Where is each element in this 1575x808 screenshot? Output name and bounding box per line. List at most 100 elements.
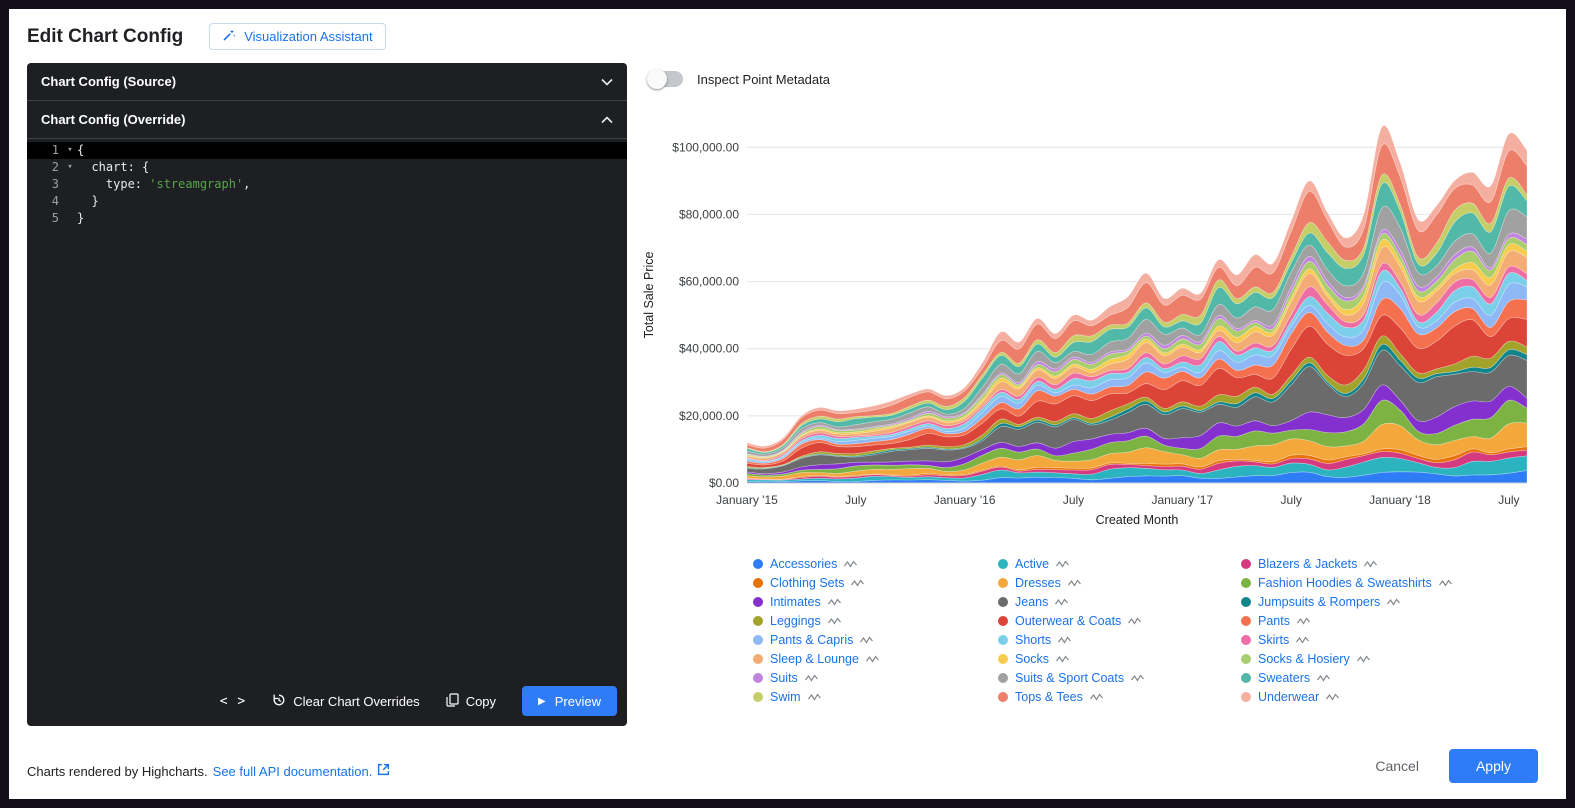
code-text: } bbox=[77, 211, 85, 225]
legend-label: Fashion Hoodies & Sweatshirts bbox=[1258, 575, 1432, 590]
legend-item[interactable]: Suits bbox=[753, 668, 998, 687]
code-line: 1 ▾ { bbox=[27, 142, 627, 159]
legend-item[interactable]: Socks & Hosiery bbox=[1241, 649, 1491, 668]
api-documentation-label: See full API documentation. bbox=[212, 763, 373, 779]
legend-item[interactable]: Outerwear & Coats bbox=[998, 611, 1241, 630]
sparkline-icon bbox=[804, 673, 818, 683]
chevron-down-icon bbox=[601, 74, 613, 89]
sparkline-icon bbox=[860, 635, 874, 645]
sparkline-icon bbox=[827, 597, 841, 607]
sparkline-icon bbox=[1067, 578, 1081, 588]
legend-item[interactable]: Jeans bbox=[998, 592, 1241, 611]
legend-item[interactable]: Accessories bbox=[753, 554, 998, 573]
cancel-button[interactable]: Cancel bbox=[1375, 758, 1419, 774]
config-override-header[interactable]: Chart Config (Override) bbox=[27, 101, 627, 139]
legend-item[interactable]: Pants bbox=[1241, 611, 1491, 630]
line-number: 5 bbox=[51, 211, 59, 225]
code-text: { bbox=[77, 143, 85, 157]
legend-item[interactable]: Blazers & Jackets bbox=[1241, 554, 1491, 573]
code-line: 2 ▾ chart: { bbox=[27, 159, 627, 176]
legend-item[interactable]: Active bbox=[998, 554, 1241, 573]
legend-item[interactable]: Leggings bbox=[753, 611, 998, 630]
legend-dot bbox=[1241, 672, 1251, 683]
legend-dot bbox=[1241, 634, 1251, 645]
clear-chart-overrides-label: Clear Chart Overrides bbox=[293, 693, 420, 709]
apply-button[interactable]: Apply bbox=[1448, 749, 1538, 783]
config-source-header[interactable]: Chart Config (Source) bbox=[27, 63, 627, 101]
svg-text:$80,000.00: $80,000.00 bbox=[679, 207, 739, 221]
legend-dot bbox=[1241, 558, 1251, 569]
legend-item[interactable]: Fashion Hoodies & Sweatshirts bbox=[1241, 573, 1491, 592]
fold-arrow-icon[interactable]: ▾ bbox=[67, 162, 73, 172]
y-axis-labels: $0.00 $20,000.00 $40,000.00 $60,000.00 $80,0… bbox=[672, 140, 739, 490]
clear-chart-overrides-button[interactable]: Clear Chart Overrides bbox=[272, 693, 420, 710]
legend-dot bbox=[998, 615, 1008, 626]
legend-dot bbox=[753, 672, 763, 683]
legend-item[interactable]: Suits & Sport Coats bbox=[998, 668, 1241, 687]
legend-label: Sleep & Lounge bbox=[770, 651, 859, 666]
legend-item[interactable]: Shorts bbox=[998, 630, 1241, 649]
line-number: 1 bbox=[51, 143, 59, 157]
page-header: Edit Chart Config Visualization Assistan… bbox=[9, 9, 1566, 50]
legend-dot bbox=[753, 577, 763, 588]
legend-item[interactable]: Clothing Sets bbox=[753, 573, 998, 592]
legend-dot bbox=[998, 596, 1008, 607]
legend-label: Sweaters bbox=[1258, 670, 1311, 685]
copy-button[interactable]: Copy bbox=[446, 692, 496, 710]
format-code-button[interactable]: < > bbox=[220, 694, 246, 709]
code-text: chart: { bbox=[77, 160, 150, 174]
play-icon: ▶ bbox=[538, 695, 546, 707]
credit-text: Charts rendered by Highcharts. bbox=[27, 763, 208, 779]
legend-dot bbox=[753, 615, 763, 626]
legend-item[interactable]: Swim bbox=[753, 687, 998, 706]
legend-label: Blazers & Jackets bbox=[1258, 556, 1358, 571]
sparkline-icon bbox=[844, 559, 858, 569]
visualization-assistant-label: Visualization Assistant bbox=[244, 29, 373, 44]
legend-item[interactable]: Skirts bbox=[1241, 630, 1491, 649]
code-editor[interactable]: 1 ▾{2 ▾ chart: {3 type: 'streamgraph', 4 } 5… bbox=[27, 139, 627, 680]
sparkline-icon bbox=[1131, 673, 1145, 683]
config-override-title: Chart Config (Override) bbox=[41, 112, 186, 127]
magic-wand-icon bbox=[222, 28, 236, 45]
legend-item[interactable]: Tops & Tees bbox=[998, 687, 1241, 706]
legend-item[interactable]: Jumpsuits & Rompers bbox=[1241, 592, 1491, 611]
sparkline-icon bbox=[865, 654, 879, 664]
svg-text:January '18: January '18 bbox=[1369, 493, 1431, 507]
sparkline-icon bbox=[1356, 654, 1370, 664]
legend-item[interactable]: Underwear bbox=[1241, 687, 1491, 706]
legend-label: Pants & Capris bbox=[770, 632, 854, 647]
preview-button[interactable]: ▶ Preview bbox=[522, 686, 617, 716]
legend-label: Suits bbox=[770, 670, 798, 685]
inspect-point-metadata-toggle[interactable] bbox=[647, 69, 683, 89]
stream-areas bbox=[746, 125, 1528, 484]
legend-item[interactable]: Sweaters bbox=[1241, 668, 1491, 687]
legend-item[interactable]: Pants & Capris bbox=[753, 630, 998, 649]
visualization-assistant-button[interactable]: Visualization Assistant bbox=[209, 23, 386, 50]
legend-label: Socks & Hosiery bbox=[1258, 651, 1350, 666]
svg-text:January '15: January '15 bbox=[716, 493, 778, 507]
sparkline-icon bbox=[807, 692, 821, 702]
y-axis-title: Total Sale Price bbox=[642, 252, 656, 339]
legend-label: Pants bbox=[1258, 613, 1290, 628]
legend-item[interactable]: Intimates bbox=[753, 592, 998, 611]
fold-arrow-icon[interactable]: ▾ bbox=[67, 145, 73, 155]
svg-text:January '16: January '16 bbox=[934, 493, 996, 507]
legend-label: Shorts bbox=[1015, 632, 1052, 647]
legend-item[interactable]: Dresses bbox=[998, 573, 1241, 592]
toggle-knob bbox=[647, 69, 667, 89]
external-link-icon bbox=[377, 763, 390, 779]
legend-item[interactable]: Socks bbox=[998, 649, 1241, 668]
legend-dot bbox=[1241, 596, 1251, 607]
chart-canvas[interactable]: $0.00 $20,000.00 $40,000.00 $60,000.00 $80,0… bbox=[635, 95, 1565, 544]
legend-label: Clothing Sets bbox=[770, 575, 845, 590]
legend-dot bbox=[1241, 691, 1251, 702]
legend-item[interactable]: Sleep & Lounge bbox=[753, 649, 998, 668]
api-documentation-link[interactable]: See full API documentation. bbox=[213, 763, 391, 779]
legend-label: Outerwear & Coats bbox=[1015, 613, 1122, 628]
legend-label: Tops & Tees bbox=[1015, 689, 1083, 704]
sparkline-icon bbox=[1056, 654, 1070, 664]
fold-gutter bbox=[63, 193, 77, 210]
code-line: 3 type: 'streamgraph', bbox=[27, 176, 627, 193]
sparkline-icon bbox=[1089, 692, 1103, 702]
legend-label: Suits & Sport Coats bbox=[1015, 670, 1125, 685]
